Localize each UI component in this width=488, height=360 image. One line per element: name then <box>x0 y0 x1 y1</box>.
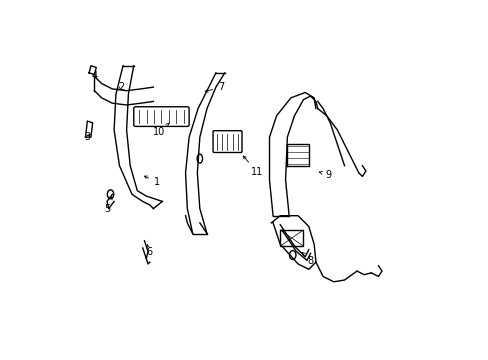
Text: 2: 2 <box>118 82 124 92</box>
Text: 1: 1 <box>144 176 160 187</box>
FancyBboxPatch shape <box>134 107 189 126</box>
Ellipse shape <box>107 190 114 199</box>
Ellipse shape <box>197 154 202 163</box>
FancyBboxPatch shape <box>213 131 242 153</box>
Text: 8: 8 <box>302 252 313 266</box>
Text: 11: 11 <box>243 156 263 177</box>
Text: 6: 6 <box>146 244 152 257</box>
Text: 4: 4 <box>91 71 97 81</box>
Bar <box>280 230 303 246</box>
Text: 5: 5 <box>103 197 112 213</box>
Text: 10: 10 <box>152 123 169 138</box>
Ellipse shape <box>289 251 295 260</box>
Text: 9: 9 <box>319 170 331 180</box>
Text: 7: 7 <box>205 82 224 92</box>
Text: 3: 3 <box>84 132 90 142</box>
